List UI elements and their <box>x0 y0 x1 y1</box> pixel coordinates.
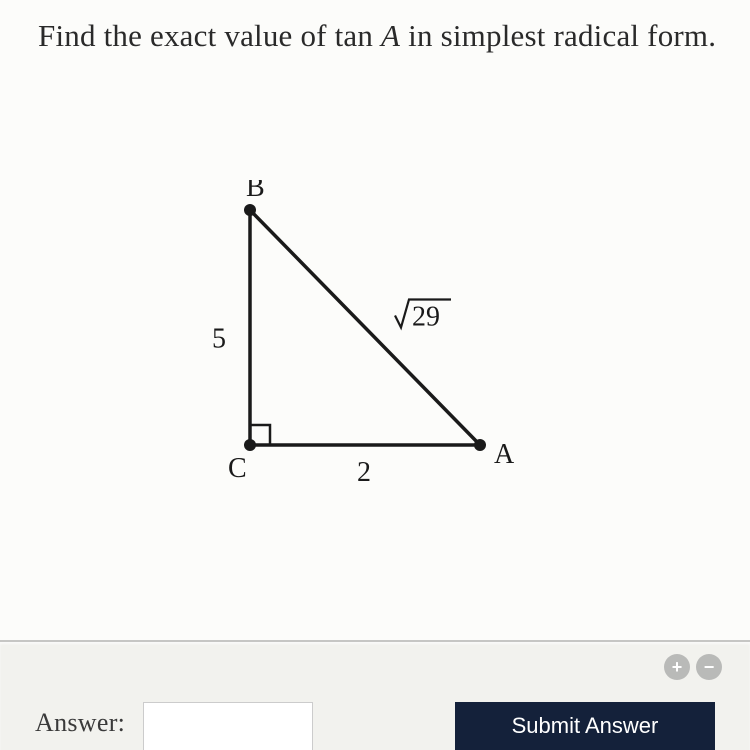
svg-text:A: A <box>494 439 515 470</box>
svg-text:5: 5 <box>212 324 226 355</box>
triangle-diagram: B C A 5 2 29 <box>160 180 560 540</box>
question-prefix: Find the exact value of tan <box>38 18 381 53</box>
zoom-in-icon[interactable]: + <box>664 654 690 680</box>
content-area: Find the exact value of tan A in simples… <box>0 0 750 640</box>
question-suffix: in simplest radical form. <box>400 18 716 53</box>
submit-button[interactable]: Submit Answer <box>455 702 715 750</box>
svg-text:29: 29 <box>412 302 440 333</box>
svg-text:2: 2 <box>357 457 371 488</box>
svg-text:B: B <box>246 180 265 203</box>
answer-row: Answer: Submit Answer <box>35 702 715 750</box>
answer-panel: + − Answer: Submit Answer <box>0 640 750 750</box>
question-variable: A <box>381 18 400 53</box>
question-text: Find the exact value of tan A in simples… <box>38 14 730 59</box>
answer-input[interactable] <box>143 702 313 750</box>
answer-label: Answer: <box>35 708 125 738</box>
zoom-controls: + − <box>664 654 722 680</box>
zoom-out-icon[interactable]: − <box>696 654 722 680</box>
svg-text:C: C <box>228 453 247 484</box>
